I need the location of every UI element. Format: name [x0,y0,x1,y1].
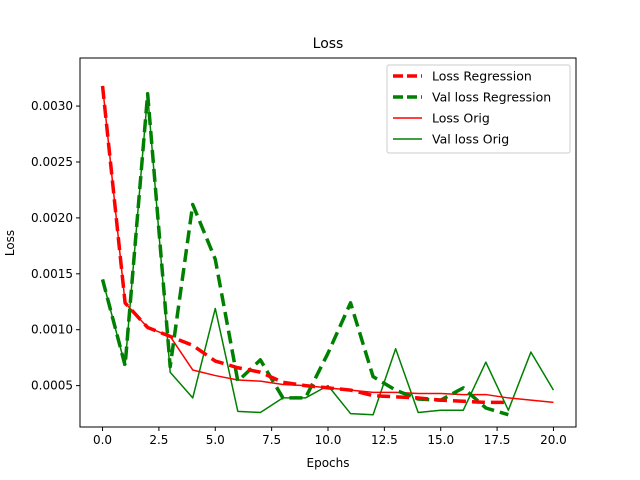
legend-label-loss-regression: Loss Regression [432,69,532,84]
chart-title: Loss [313,36,344,52]
y-tick-label: 0.0030 [31,99,73,113]
y-tick-label: 0.0015 [31,267,73,281]
x-tick-label: 2.5 [149,433,168,447]
plot-frame [79,57,577,428]
y-tick-label: 0.0010 [31,323,73,337]
legend-label-val-loss-orig: Val loss Orig [432,132,509,147]
x-tick-label: 12.5 [371,433,398,447]
y-axis-ticks: 0.0005 0.0010 0.0015 0.0020 0.0025 0.0030 [31,99,80,393]
x-tick-label: 17.5 [484,433,511,447]
series-lines [100,85,555,417]
legend: Loss Regression Val loss Regression Loss O… [386,64,571,154]
series-line-loss-regression [100,85,509,405]
legend-label-val-loss-regression: Val loss Regression [432,90,551,105]
y-axis-label: Loss [3,230,17,256]
x-tick-label: 20.0 [540,433,567,447]
x-tick-label: 15.0 [427,433,454,447]
y-tick-label: 0.0025 [31,155,73,169]
y-tick-label: 0.0005 [31,379,73,393]
x-tick-label: 0.0 [93,433,112,447]
x-tick-label: 10.0 [315,433,342,447]
legend-label-loss-orig: Loss Orig [432,111,490,126]
legend-box [386,64,571,154]
series-line-val-loss-orig [101,93,555,416]
x-tick-label: 7.5 [262,433,281,447]
y-tick-label: 0.0020 [31,211,73,225]
x-axis-label: Epochs [307,456,350,470]
x-axis-ticks: 0.0 2.5 5.0 7.5 10.0 12.5 15.0 17.5 20.0 [93,427,567,447]
x-tick-label: 5.0 [206,433,225,447]
